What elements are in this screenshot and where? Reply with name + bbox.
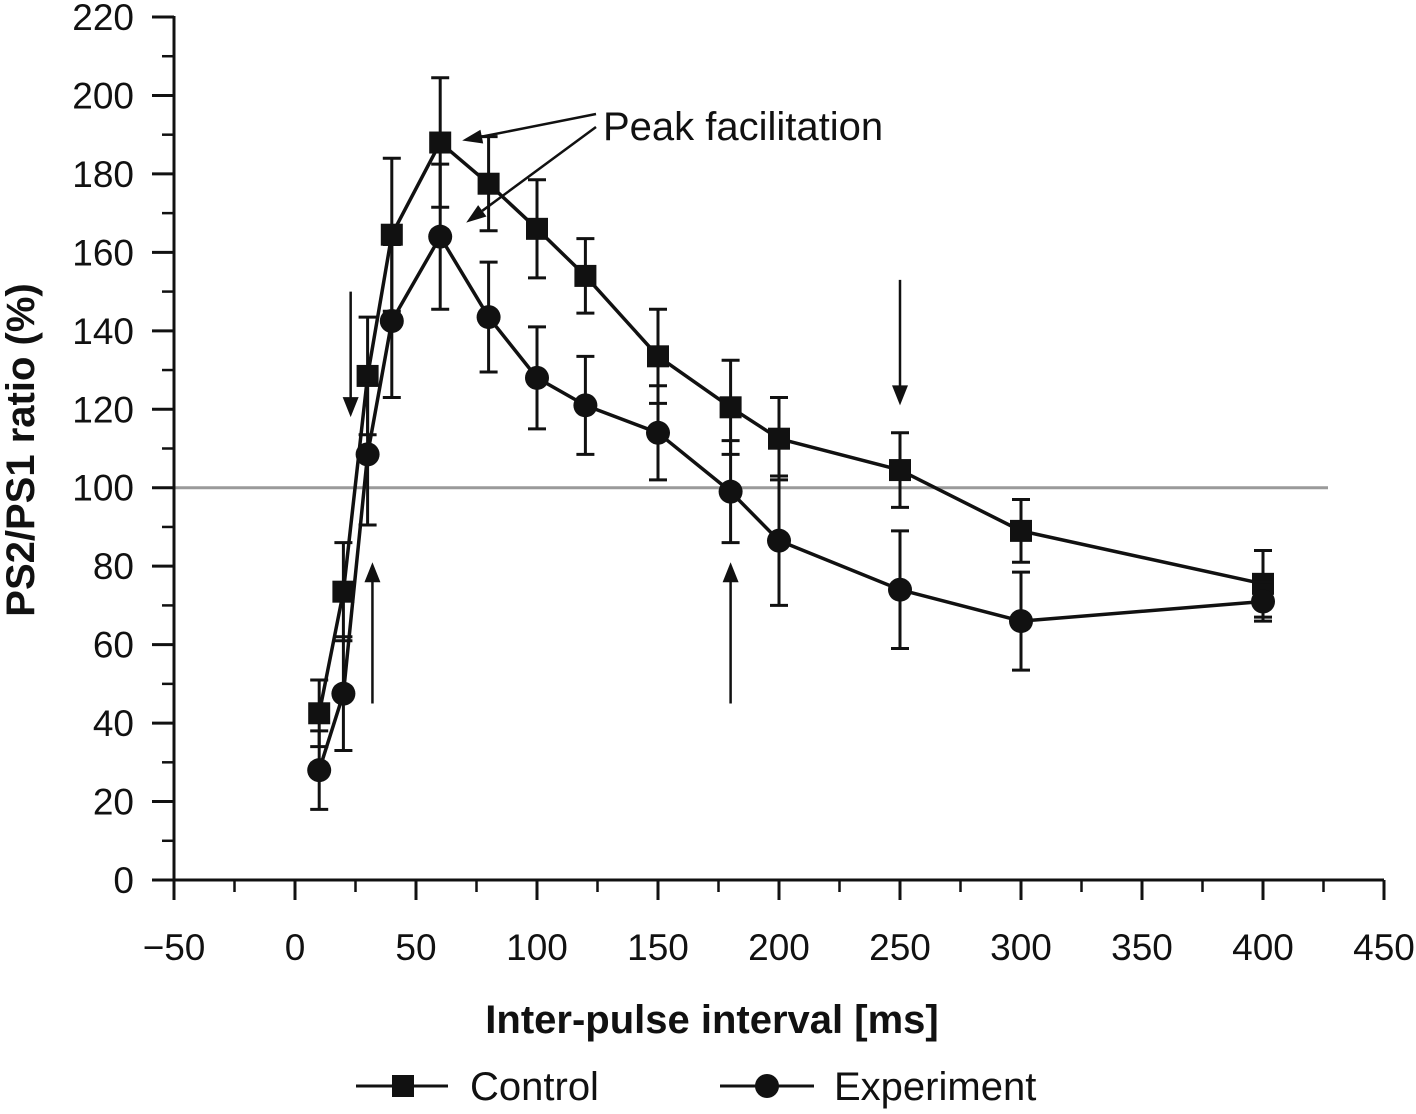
experiment-point [646, 420, 670, 445]
annotation-pointer [481, 125, 597, 212]
legend-control-label: Control [470, 1065, 599, 1109]
control-point [889, 459, 911, 482]
y-tick-label: 100 [72, 468, 134, 509]
legend-experiment-marker [755, 1074, 779, 1098]
x-tick-label: 0 [285, 927, 306, 968]
annotation-pointer-head [466, 205, 487, 223]
experiment-point [331, 681, 356, 706]
y-tick-label: 80 [93, 546, 134, 587]
y-tick-label: 140 [72, 311, 134, 352]
x-tick-label: 100 [506, 927, 568, 968]
arrow-down-head [892, 385, 908, 406]
arrow-up-head [364, 562, 381, 583]
x-tick-label: 250 [869, 927, 931, 968]
x-tick-label: 350 [1111, 927, 1173, 968]
legend-control-marker [392, 1075, 414, 1097]
y-axis-title: PS2/PS1 ratio (%) [0, 283, 43, 616]
legend: Control Experiment [356, 1065, 1036, 1109]
x-tick-label: 200 [748, 927, 810, 968]
x-axis-title: Inter-pulse interval [ms] [485, 998, 938, 1042]
y-tick-label: 220 [72, 0, 134, 38]
experiment-point [525, 365, 549, 390]
arrows-layer [342, 279, 908, 704]
control-point [574, 264, 597, 287]
y-tick-label: 40 [93, 703, 134, 744]
experiment-point [379, 309, 404, 334]
control-point [308, 702, 331, 725]
x-tick-label: 300 [990, 927, 1052, 968]
annotation-pointer-head [462, 129, 484, 144]
annotation-pointer [481, 112, 597, 138]
series-layer [307, 76, 1275, 811]
y-tick-label: 20 [93, 782, 134, 823]
x-tick-label: 150 [627, 927, 689, 968]
experiment-point [307, 758, 332, 783]
control-point [332, 580, 355, 603]
control-point [768, 427, 790, 450]
experiment-point [1251, 589, 1275, 614]
y-tick-label: 180 [72, 154, 134, 195]
experiment-point [573, 393, 598, 418]
experiment-point [428, 224, 453, 249]
experiment-point [1009, 609, 1033, 634]
x-tick-label: 450 [1353, 927, 1415, 968]
legend-experiment-label: Experiment [834, 1065, 1036, 1109]
experiment-point [888, 577, 912, 602]
experiment-point [718, 479, 743, 504]
annotation-label: Peak facilitation [603, 105, 883, 149]
experiment-point [767, 528, 791, 553]
x-tick-label: 400 [1232, 927, 1294, 968]
experiment-point [476, 305, 501, 330]
x-tick-label: 50 [395, 927, 436, 968]
x-tick-label: −50 [143, 927, 206, 968]
control-series-line [317, 140, 1264, 714]
experiment-series-line [317, 234, 1264, 771]
control-point [356, 364, 379, 387]
arrow-down-head [342, 397, 359, 418]
control-point [1010, 519, 1032, 542]
control-point [719, 396, 742, 419]
control-point [647, 345, 669, 368]
control-point [526, 217, 548, 240]
y-tick-label: 60 [93, 625, 134, 666]
y-tick-label: 200 [72, 75, 134, 116]
control-point [429, 131, 452, 154]
annotation-layer: Peak facilitation [462, 105, 883, 223]
y-tick-label: 0 [113, 860, 134, 901]
control-point [477, 172, 500, 195]
y-tick-label: 160 [72, 232, 134, 273]
arrow-up-head [722, 562, 739, 583]
experiment-point [355, 442, 380, 467]
y-tick-label: 120 [72, 389, 134, 430]
control-point [380, 223, 403, 246]
